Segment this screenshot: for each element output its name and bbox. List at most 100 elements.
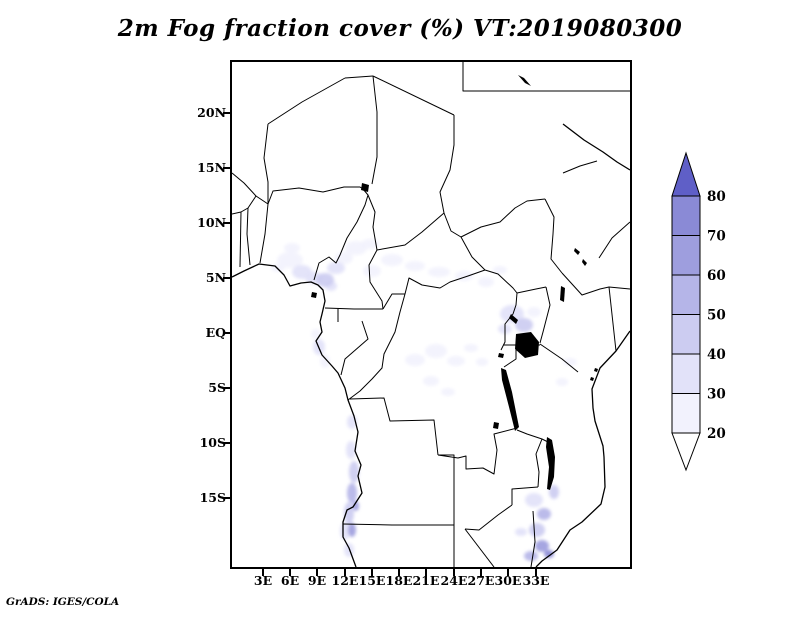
y-tick-label: 5N: [205, 270, 226, 285]
fog-patch: [500, 305, 524, 323]
fog-patch: [515, 528, 527, 536]
country-border: [232, 195, 269, 215]
fog-patch: [535, 540, 549, 552]
y-tick-label: 15N: [197, 160, 226, 175]
country-border: [544, 198, 563, 274]
x-tick-label: 30E: [494, 573, 522, 588]
fog-patch: [428, 267, 450, 277]
country-border: [535, 438, 543, 488]
country-border: [371, 75, 378, 185]
grads-attribution: GrADS: IGES/COLA: [6, 596, 120, 608]
y-tick-mark: [223, 442, 230, 444]
country-border: [267, 186, 364, 205]
coastline: [535, 330, 630, 567]
fog-patch: [441, 388, 455, 396]
colorbar-segment: [671, 353, 701, 394]
lake-shape: [311, 292, 317, 298]
country-border: [313, 188, 369, 281]
fog-patch: [327, 262, 345, 274]
country-border: [511, 486, 539, 505]
country-border: [539, 286, 551, 344]
colorbar-label: 60: [707, 268, 726, 284]
country-border: [372, 75, 455, 116]
country-border: [263, 123, 269, 204]
y-tick-label: 15S: [199, 490, 226, 505]
x-tick-mark: [344, 569, 346, 576]
y-tick-label: 10N: [197, 215, 226, 230]
country-border: [464, 528, 495, 567]
country-border: [382, 293, 405, 310]
x-tick-label: 24E: [440, 573, 468, 588]
x-tick-label: 3E: [253, 573, 273, 588]
country-border: [598, 221, 630, 259]
colorbar-segment: [671, 235, 701, 276]
country-border: [246, 207, 251, 266]
fog-patch: [478, 277, 494, 287]
colorbar-label: 20: [707, 426, 726, 442]
x-tick-mark: [289, 569, 291, 576]
country-border: [439, 115, 455, 214]
fog-patch: [284, 243, 300, 253]
country-border: [464, 504, 513, 531]
fog-patch: [563, 358, 577, 366]
colorbar-segment: [671, 314, 701, 355]
fog-patch: [316, 273, 334, 287]
country-border: [342, 523, 454, 526]
country-border: [539, 343, 579, 373]
colorbar-label: 80: [707, 189, 726, 205]
lake-shape: [518, 75, 531, 86]
country-border: [368, 249, 384, 310]
x-tick-mark: [398, 569, 400, 576]
fog-patch: [311, 329, 321, 339]
fog-patch: [447, 356, 465, 366]
country-border: [443, 212, 486, 271]
x-tick-label: 18E: [385, 573, 413, 588]
x-tick-mark: [262, 569, 264, 576]
fog-patch: [349, 461, 359, 483]
country-border: [376, 212, 445, 251]
y-tick-mark: [223, 222, 230, 224]
country-border: [462, 62, 630, 92]
fog-patch: [549, 485, 559, 499]
country-border: [500, 292, 518, 351]
x-tick-mark: [507, 569, 509, 576]
x-tick-label: 15E: [358, 573, 386, 588]
colorbar-arrow-bottom: [671, 432, 701, 472]
fog-patch: [556, 378, 568, 386]
colorbar: 80 70 60 50 40 30 20: [671, 151, 726, 472]
x-tick-mark: [425, 569, 427, 576]
fog-patch: [527, 307, 541, 317]
country-border: [516, 429, 549, 443]
country-border: [608, 286, 617, 352]
fog-patch: [346, 441, 356, 459]
fog-patch: [381, 254, 403, 266]
country-border: [347, 293, 406, 401]
fog-patch: [347, 483, 357, 503]
country-border: [239, 211, 242, 268]
fog-patch: [524, 551, 538, 561]
x-tick-mark: [535, 569, 537, 576]
colorbar-segment: [671, 274, 701, 315]
lake-shape: [493, 422, 499, 429]
x-tick-label: 21E: [412, 573, 440, 588]
x-tick-mark: [453, 569, 455, 576]
coastline: [562, 123, 630, 171]
y-tick-label: EQ: [205, 325, 226, 340]
coast-border-layer: [232, 62, 630, 567]
x-tick-label: 9E: [307, 573, 327, 588]
colorbar-label: 50: [707, 308, 726, 324]
fog-patch: [405, 261, 425, 271]
fog-patch: [361, 239, 379, 249]
x-tick-mark: [480, 569, 482, 576]
country-border: [232, 172, 257, 197]
country-border: [259, 203, 269, 264]
y-tick-label: 5S: [208, 380, 226, 395]
colorbar-arrow-top: [671, 151, 701, 197]
fog-patch: [537, 508, 551, 520]
lake-shape: [560, 286, 565, 302]
country-border: [349, 397, 439, 456]
colorbar-label: 40: [707, 347, 726, 363]
country-border: [503, 345, 517, 368]
x-tick-mark: [316, 569, 318, 576]
